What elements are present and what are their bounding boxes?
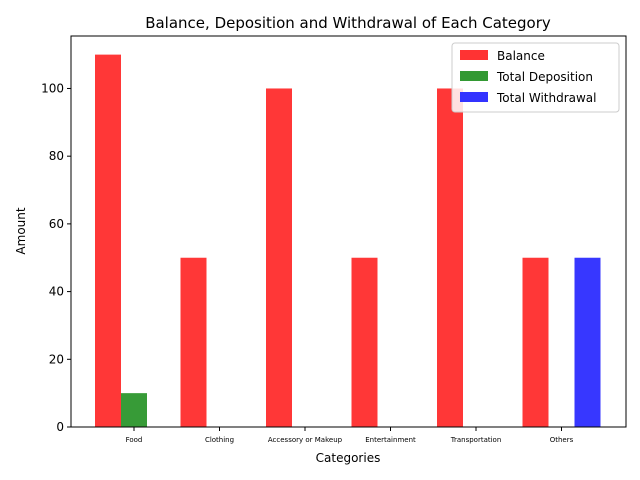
- plot-frame: [70, 35, 627, 428]
- y-tick-label: 100: [41, 81, 64, 95]
- y-tick-label: 60: [49, 217, 64, 231]
- x-axis: Food Clothing Accessory or Makeup Entertain…: [126, 427, 574, 444]
- y-tick-label: 20: [49, 352, 64, 366]
- x-axis-label: Categories: [316, 451, 381, 465]
- bars-layer: [95, 54, 601, 427]
- y-axis: 0 20 40 60 80 100: [41, 81, 71, 434]
- legend-swatch: [460, 92, 488, 102]
- bar-1-accessory-or-makeup: [266, 88, 292, 427]
- legend-swatch: [460, 71, 488, 81]
- x-tick-label: Accessory or Makeup: [268, 436, 343, 444]
- legend-entry: Total Deposition: [496, 70, 593, 84]
- bar-1-others: [522, 257, 549, 427]
- legend-entry: Total Withdrawal: [496, 91, 597, 105]
- y-axis-label: Amount: [14, 207, 28, 254]
- x-tick-label: Others: [550, 436, 574, 444]
- bar-3-others: [574, 257, 601, 427]
- x-tick-label: Transportation: [450, 436, 502, 444]
- y-tick-label: 40: [49, 285, 64, 299]
- bar-1-transportation: [437, 88, 463, 427]
- chart-title: Balance, Deposition and Withdrawal of Ea…: [145, 14, 551, 32]
- legend: Balance Total Deposition Total Withdrawal: [451, 42, 620, 113]
- y-tick-label: 0: [56, 420, 64, 434]
- x-tick-label: Clothing: [205, 436, 234, 444]
- bar-1-entertainment: [351, 257, 378, 427]
- y-tick-label: 80: [49, 149, 64, 163]
- legend-frame: [451, 42, 620, 113]
- legend-entry: Balance: [497, 49, 545, 63]
- bar-1-clothing: [180, 257, 207, 427]
- x-tick-label: Entertainment: [365, 436, 416, 444]
- x-tick-label: Food: [126, 436, 143, 444]
- bar-2-food: [121, 393, 147, 427]
- bar-1-food: [95, 54, 121, 427]
- legend-swatch: [460, 50, 488, 60]
